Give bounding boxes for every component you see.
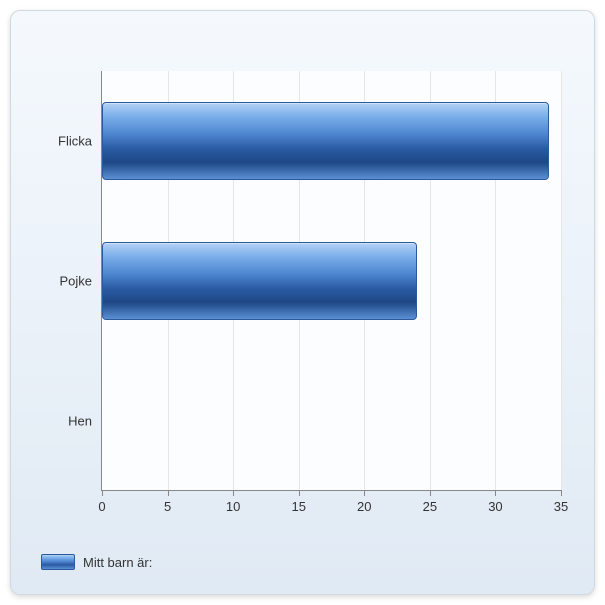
x-tick: [299, 490, 300, 496]
grid-line: [561, 71, 562, 490]
x-tick: [495, 490, 496, 496]
x-tick: [364, 490, 365, 496]
category-label: Pojke: [59, 274, 102, 289]
chart-card: 05101520253035FlickaPojkeHen Mitt barn ä…: [10, 10, 595, 595]
legend-swatch: [41, 554, 75, 570]
plot-area: 05101520253035FlickaPojkeHen: [101, 71, 561, 491]
x-tick: [102, 490, 103, 496]
x-tick-label: 25: [423, 499, 437, 514]
bar: [102, 242, 417, 320]
legend-label: Mitt barn är:: [83, 555, 152, 570]
x-tick-label: 10: [226, 499, 240, 514]
x-tick: [168, 490, 169, 496]
x-tick-label: 5: [164, 499, 171, 514]
x-tick-label: 15: [291, 499, 305, 514]
x-tick: [561, 490, 562, 496]
x-tick: [430, 490, 431, 496]
x-tick-label: 0: [98, 499, 105, 514]
x-tick-label: 30: [488, 499, 502, 514]
category-label: Hen: [68, 414, 102, 429]
bar: [102, 102, 549, 180]
x-tick-label: 20: [357, 499, 371, 514]
x-tick: [233, 490, 234, 496]
legend: Mitt barn är:: [41, 554, 152, 570]
category-label: Flicka: [58, 134, 102, 149]
x-tick-label: 35: [554, 499, 568, 514]
